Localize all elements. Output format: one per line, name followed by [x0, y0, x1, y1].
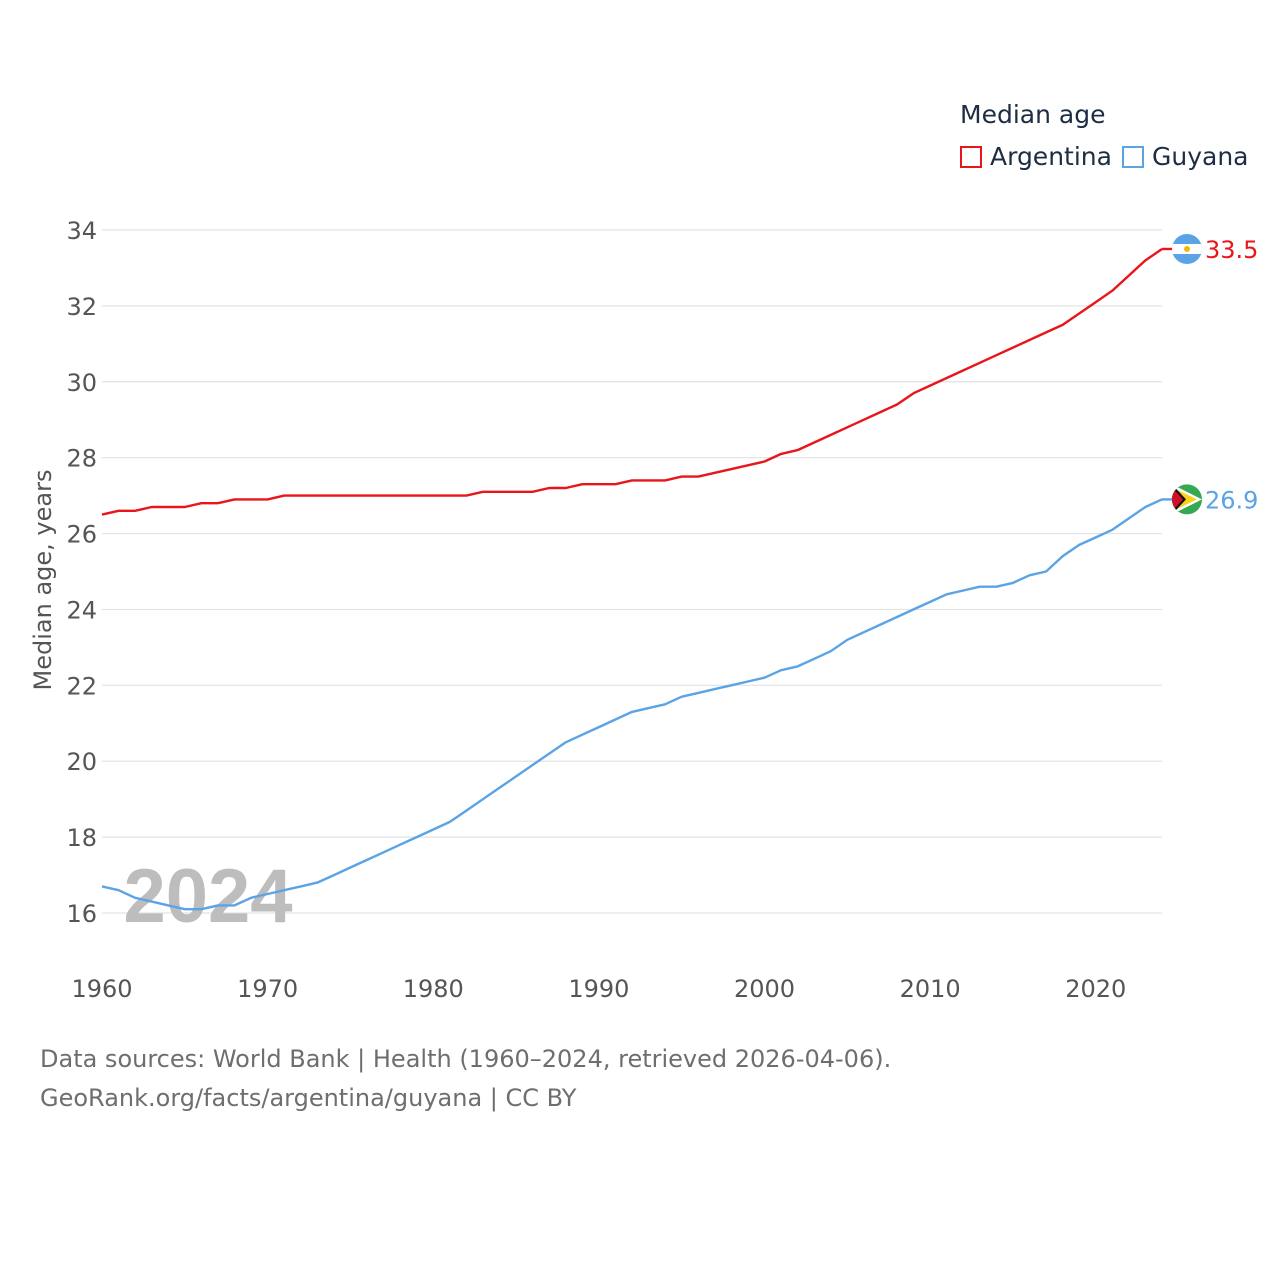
series-end-markers: 33.5 26.9	[1162, 233, 1258, 515]
y-axis-label: Median age, years	[29, 470, 57, 691]
year-watermark: 2024	[123, 854, 292, 939]
x-tick-label: 2000	[734, 975, 795, 1003]
y-tick-label: 24	[66, 596, 97, 624]
y-tick-label: 28	[66, 445, 97, 473]
argentina-flag-icon	[1172, 233, 1202, 264]
footer-credit[interactable]: GeoRank.org/facts/argentina/guyana | CC …	[40, 1084, 577, 1112]
series-end-value: 33.5	[1205, 236, 1258, 264]
x-tick-label: 1970	[237, 975, 298, 1003]
y-axis-ticks: 16 18 20 22 24 26 28 30 32 34	[66, 217, 97, 928]
y-tick-label: 30	[66, 369, 97, 397]
legend-label-guyana: Guyana	[1152, 142, 1249, 171]
y-tick-label: 22	[66, 672, 97, 700]
x-tick-label: 2010	[900, 975, 961, 1003]
y-tick-label: 26	[66, 521, 97, 549]
x-tick-label: 1980	[403, 975, 464, 1003]
series-line-guyana	[101, 498, 1163, 911]
guyana-flag-icon	[1172, 484, 1202, 515]
y-tick-label: 34	[66, 217, 97, 245]
x-tick-label: 1960	[71, 975, 132, 1003]
legend-label-argentina: Argentina	[990, 142, 1112, 171]
legend-swatch-guyana	[1122, 145, 1144, 168]
y-tick-label: 20	[66, 748, 97, 776]
x-axis-ticks: 1960 1970 1980 1990 2000 2010 2020	[71, 975, 1126, 1003]
series-end-value: 26.9	[1205, 486, 1258, 514]
x-tick-label: 1990	[568, 975, 629, 1003]
gridlines	[102, 229, 1162, 914]
footer-sources: Data sources: World Bank | Health (1960–…	[40, 1045, 892, 1073]
y-tick-label: 32	[66, 293, 97, 321]
y-tick-label: 18	[66, 824, 97, 852]
x-tick-label: 2020	[1065, 975, 1126, 1003]
y-tick-label: 16	[66, 900, 97, 928]
legend-item-guyana[interactable]: Guyana	[1122, 142, 1249, 171]
legend-title: Median age	[960, 100, 1106, 129]
legend-item-argentina[interactable]: Argentina	[960, 142, 1112, 171]
legend-swatch-argentina	[960, 145, 982, 168]
series-line-argentina	[101, 248, 1163, 516]
series-lines	[101, 248, 1163, 911]
